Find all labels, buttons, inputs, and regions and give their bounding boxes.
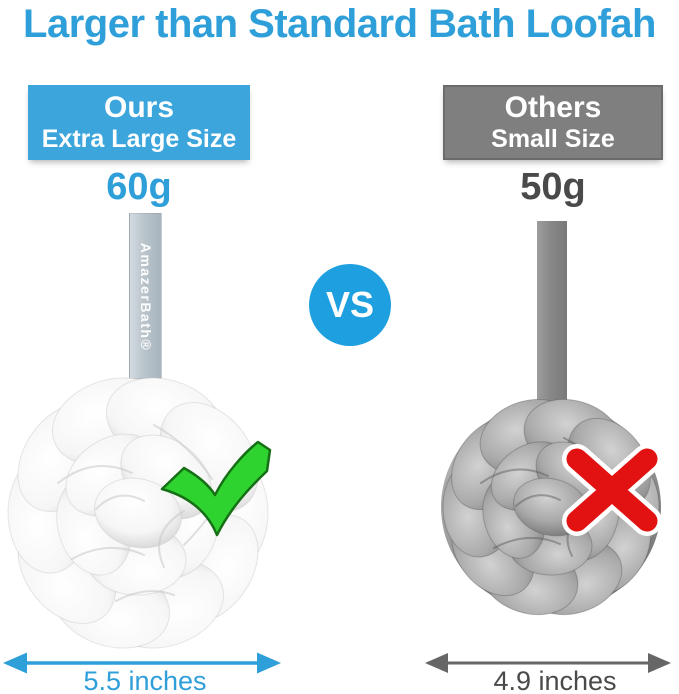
others-label: Others	[504, 90, 602, 124]
ours-label: Ours	[103, 90, 175, 124]
check-icon	[160, 440, 272, 537]
ours-header-box: Ours Extra Large Size	[28, 85, 250, 160]
others-width-arrow-icon	[425, 653, 671, 673]
others-weight-label: 50g	[520, 166, 586, 208]
cross-icon	[562, 444, 662, 536]
ours-size-label: Extra Large Size	[41, 125, 237, 154]
others-width-label: 4.9 inches	[493, 666, 617, 694]
brand-label: AmazerBath®	[138, 242, 155, 352]
ours-weight-label: 60g	[106, 166, 172, 208]
others-header-box: Others Small Size	[443, 85, 663, 160]
ours-width-arrow-icon	[3, 652, 281, 674]
ours-hanging-strap: AmazerBath®	[129, 213, 162, 379]
others-loofah-image	[441, 398, 661, 616]
others-size-label: Small Size	[491, 125, 615, 154]
ours-width-label: 5.5 inches	[83, 666, 207, 694]
ours-loofah-image	[7, 377, 269, 649]
vs-badge: VS	[309, 264, 391, 346]
others-hanging-strap	[537, 221, 567, 415]
page-title: Larger than Standard Bath Loofah	[23, 2, 656, 46]
